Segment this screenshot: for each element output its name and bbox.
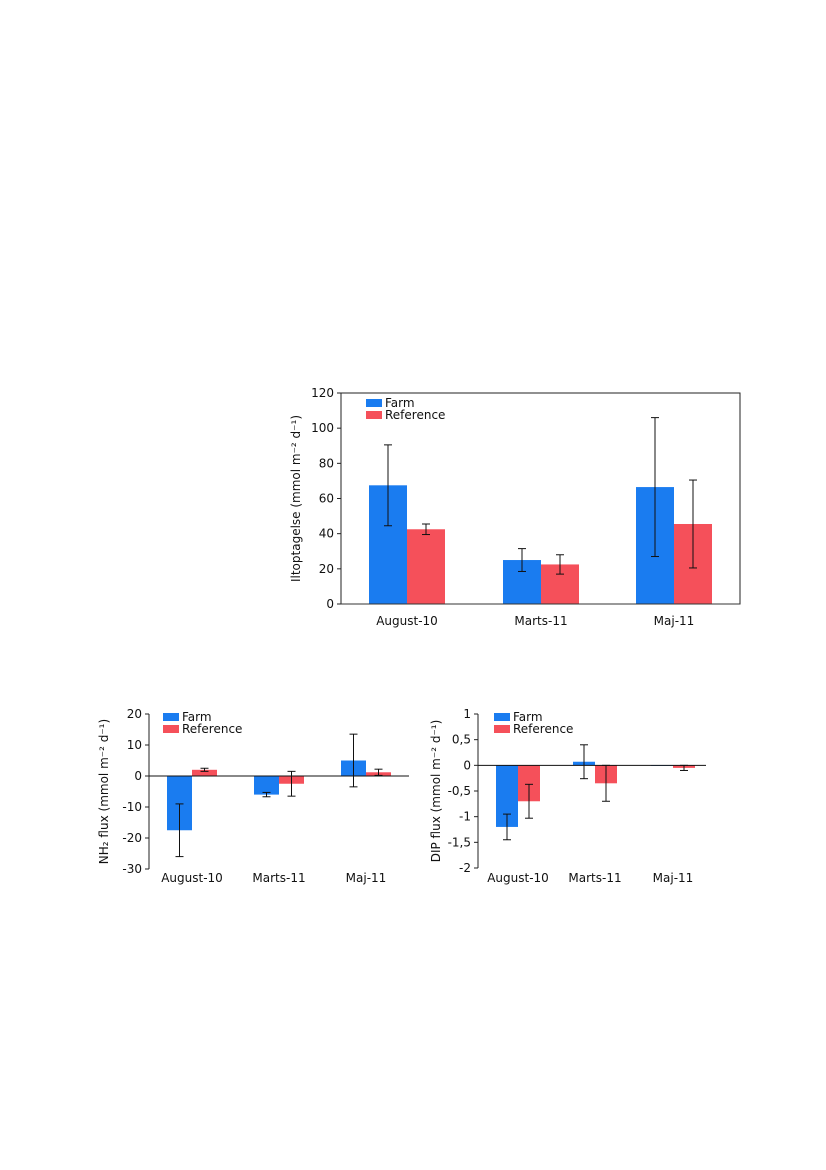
reference-bar (192, 769, 217, 776)
legend-swatch-reference (494, 725, 510, 733)
y-tick-label: -30 (122, 862, 142, 876)
y-tick-label: -1,5 (448, 835, 471, 849)
legend-label-farm: Farm (513, 710, 543, 724)
y-tick-label: -10 (122, 800, 142, 814)
legend-swatch-farm (163, 713, 179, 721)
y-axis-label: NH₂ flux (mmol m⁻² d⁻¹) (97, 719, 111, 864)
legend-swatch-farm (494, 713, 510, 721)
y-axis-label: Iltoptagelse (mmol m⁻² d⁻¹) (289, 415, 303, 582)
x-category-label: Maj-11 (653, 871, 694, 885)
y-tick-label: 1 (463, 707, 471, 721)
y-tick-label: 10 (127, 738, 142, 752)
y-tick-label: 0 (463, 758, 471, 772)
y-tick-label: 20 (127, 707, 142, 721)
y-tick-label: -2 (459, 861, 471, 875)
y-tick-label: -0,5 (448, 784, 471, 798)
y-axis-label: DIP flux (mmol m⁻² d⁻¹) (429, 720, 443, 863)
legend-swatch-farm (366, 399, 382, 407)
reference-bar (407, 529, 445, 604)
y-tick-label: 120 (311, 386, 334, 400)
x-category-label: Marts-11 (568, 871, 621, 885)
y-tick-label: 100 (311, 421, 334, 435)
y-tick-label: 0 (326, 597, 334, 611)
reference-bar (518, 765, 540, 802)
y-tick-label: 60 (319, 492, 334, 506)
y-tick-label: -1 (459, 810, 471, 824)
farm-bar (496, 765, 518, 827)
farm-bar (254, 776, 279, 795)
y-tick-label: 0,5 (452, 733, 471, 747)
x-category-label: Marts-11 (252, 871, 305, 885)
chart-3: -2 -1,5 -1 -0,5 0 0,5 1 DIP flux (mmol m⁻² d⁻¹)… (429, 707, 706, 885)
x-category-label: Maj-11 (346, 871, 387, 885)
y-tick-label: 40 (319, 527, 334, 541)
legend-label-reference: Reference (513, 722, 573, 736)
legend-swatch-reference (163, 725, 179, 733)
chart-2: -30 -20 -10 0 10 20 NH₂ flux (mmol m⁻² d⁻¹) Aug… (97, 707, 409, 885)
legend-label-reference: Reference (385, 408, 445, 422)
x-category-label: August-10 (376, 614, 438, 628)
legend-label-farm: Farm (182, 710, 212, 724)
chart-1: 0 20 40 60 80 100 120 Iltoptagelse (mmol m⁻² d⁻… (289, 386, 741, 628)
y-tick-label: 20 (319, 562, 334, 576)
legend-label-farm: Farm (385, 396, 415, 410)
x-category-label: Maj-11 (654, 614, 695, 628)
x-category-label: August-10 (161, 871, 223, 885)
x-category-label: August-10 (487, 871, 549, 885)
legend-swatch-reference (366, 411, 382, 419)
x-category-label: Marts-11 (514, 614, 567, 628)
y-tick-label: 80 (319, 456, 334, 470)
legend-label-reference: Reference (182, 722, 242, 736)
y-tick-label: 0 (134, 769, 142, 783)
y-tick-label: -20 (122, 831, 142, 845)
